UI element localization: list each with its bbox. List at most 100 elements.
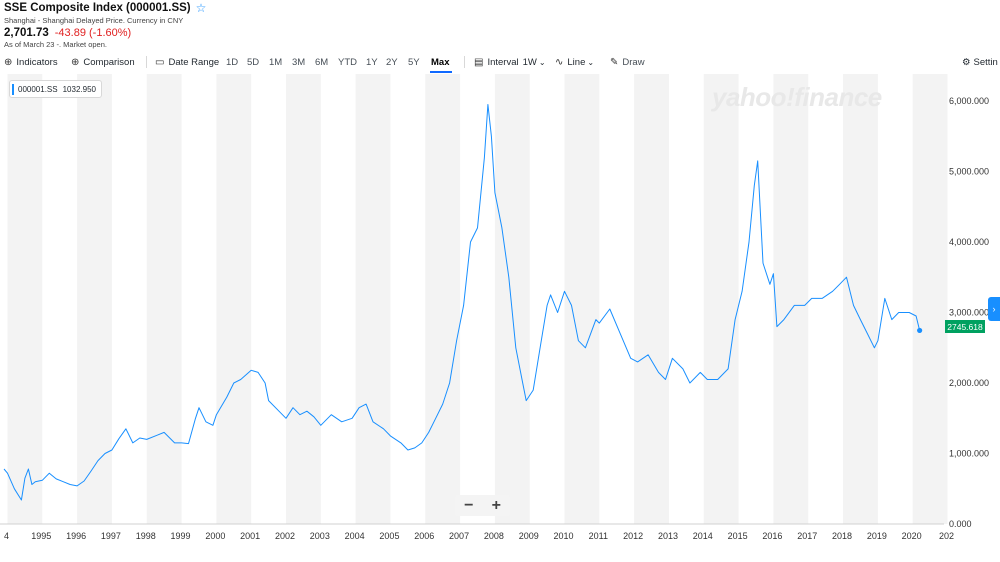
comparison-button[interactable]: ⊕ Comparison <box>71 52 135 72</box>
y-tick-label: 2,000.000 <box>949 378 989 388</box>
year-band <box>773 74 809 524</box>
x-tick-label: 2015 <box>728 531 748 541</box>
x-tick-label: 4 <box>4 531 9 541</box>
range-1y[interactable]: 1Y <box>366 56 378 68</box>
current-price: 2,701.73 <box>4 27 49 39</box>
draw-button[interactable]: ✎ Draw <box>610 52 645 72</box>
x-tick-label: 2020 <box>902 531 922 541</box>
x-tick-label: 2005 <box>379 531 399 541</box>
range-2y[interactable]: 2Y <box>386 56 398 68</box>
x-tick-label: 2016 <box>762 531 782 541</box>
date-range-label: Date Range <box>168 56 220 68</box>
settings-label: Settin <box>973 56 998 68</box>
chevron-down-icon: ⌄ <box>587 57 595 67</box>
background-bands <box>0 74 1000 525</box>
x-tick-label: 2001 <box>240 531 260 541</box>
y-tick-label: 5,000.000 <box>949 167 989 177</box>
settings-button[interactable]: ⚙ Settin <box>962 52 998 72</box>
last-point-marker <box>917 327 923 334</box>
x-tick-label: 1999 <box>171 531 191 541</box>
indicators-button[interactable]: ⊕ Indicators <box>4 52 58 72</box>
x-tick-label: 1995 <box>31 531 51 541</box>
x-tick-label: 2010 <box>554 531 574 541</box>
year-band <box>355 74 391 524</box>
quote-header: SSE Composite Index (000001.SS) ☆ Shangh… <box>4 0 604 50</box>
series-legend: 000001.SS 1032.950 <box>9 80 102 98</box>
year-band <box>703 74 739 524</box>
chevron-right-icon: › <box>992 304 996 314</box>
expand-panel-tab[interactable]: › <box>988 297 1000 321</box>
year-band <box>77 74 112 524</box>
year-band <box>286 74 321 524</box>
gear-icon: ⚙ <box>962 56 971 68</box>
date-range-button[interactable]: ▭ Date Range <box>155 52 219 72</box>
plus-circle-icon: ⊕ <box>4 56 13 68</box>
chart-type-label: Line <box>567 56 586 68</box>
x-tick-label: 2017 <box>797 531 817 541</box>
price-chart[interactable]: 0.000 1,000.000 2,000.000 3,000.000 4,000.00… <box>0 74 1000 562</box>
price-change: -43.89 (-1.60%) <box>54 27 132 39</box>
year-band <box>7 74 43 524</box>
x-axis: 4 1995 1996 1997 1998 1999 2000 2001 2002 2003 200… <box>4 531 954 541</box>
x-tick-label: 2011 <box>589 531 608 541</box>
chart-toolbar: ⊕ Indicators ⊕ Comparison ▭ Date Range 1… <box>0 52 1000 72</box>
interval-dropdown[interactable]: ▤ Interval 1W ⌄ <box>474 52 546 72</box>
pencil-icon: ✎ <box>610 56 619 68</box>
range-5d[interactable]: 5D <box>247 56 260 68</box>
zoom-controls: − + <box>455 495 510 516</box>
series-line <box>3 104 921 501</box>
toolbar-divider <box>464 56 465 68</box>
star-icon[interactable]: ☆ <box>195 1 207 15</box>
x-tick-label: 1998 <box>136 531 156 541</box>
range-max[interactable]: Max <box>431 56 450 68</box>
x-tick-label: 2006 <box>414 531 434 541</box>
y-tick-label: 3,000.000 <box>949 308 989 318</box>
zoom-in-button[interactable]: + <box>491 496 501 514</box>
chevron-down-icon: ⌄ <box>538 57 546 67</box>
x-tick-label: 2018 <box>832 531 852 541</box>
indicators-label: Indicators <box>16 56 58 68</box>
range-3m[interactable]: 3M <box>292 56 306 68</box>
range-ytd[interactable]: YTD <box>338 56 357 68</box>
range-1d[interactable]: 1D <box>226 56 239 68</box>
x-tick-label: 2004 <box>345 531 365 541</box>
x-tick-label: 2019 <box>867 531 887 541</box>
x-tick-label: 2008 <box>484 531 504 541</box>
active-range-indicator <box>430 71 452 73</box>
y-axis: 0.000 1,000.000 2,000.000 3,000.000 4,000.00… <box>949 96 989 529</box>
year-band <box>216 74 252 524</box>
range-5y[interactable]: 5Y <box>408 56 420 68</box>
draw-label: Draw <box>622 56 645 68</box>
year-band <box>494 74 530 524</box>
calendar-icon: ▭ <box>155 56 165 68</box>
range-6m[interactable]: 6M <box>315 56 329 68</box>
x-tick-label: 2009 <box>519 531 539 541</box>
plus-circle-icon: ⊕ <box>71 56 80 68</box>
plot-layer <box>3 104 923 501</box>
x-tick-label: 1997 <box>101 531 121 541</box>
x-tick-label: 1996 <box>66 531 86 541</box>
year-band <box>564 74 600 524</box>
legend-symbol: 000001.SS <box>18 84 58 94</box>
zoom-out-button[interactable]: − <box>464 496 474 514</box>
interval-icon: ▤ <box>474 56 484 68</box>
y-tick-label: 4,000.000 <box>949 237 989 247</box>
range-1m[interactable]: 1M <box>269 56 283 68</box>
toolbar-divider <box>146 56 147 68</box>
legend-value: 1032.950 <box>62 84 96 94</box>
chart-type-dropdown[interactable]: ∿ Line ⌄ <box>555 52 594 72</box>
x-tick-label: 2012 <box>623 531 643 541</box>
year-band <box>634 74 669 524</box>
y-tick-label: 6,000.000 <box>949 96 989 106</box>
comparison-label: Comparison <box>83 56 135 68</box>
quote-subtitle: Shanghai - Shanghai Delayed Price. Curre… <box>4 16 184 25</box>
last-price-label: 2745.618 <box>945 320 985 333</box>
year-band <box>425 74 461 524</box>
x-tick-label: 2007 <box>449 531 469 541</box>
quote-title: SSE Composite Index (000001.SS) <box>4 2 191 14</box>
interval-value: 1W <box>522 56 537 68</box>
x-tick-label: 2014 <box>693 531 713 541</box>
x-tick-label: 202 <box>939 531 954 541</box>
line-chart-icon: ∿ <box>555 56 564 68</box>
x-tick-label: 2013 <box>658 531 678 541</box>
